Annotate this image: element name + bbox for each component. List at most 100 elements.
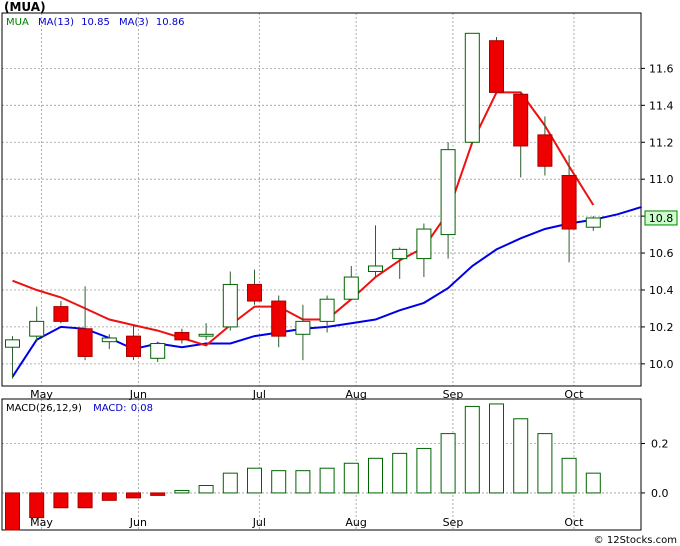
price-x-ticks: May Jun Jul Aug Sep Oct (30, 388, 584, 401)
candle-body-up (222, 283, 238, 328)
price-y-tick-label: 11.4 (649, 99, 674, 112)
candle-body-down (174, 331, 190, 341)
macd-bar (271, 470, 287, 494)
candle-body-down (77, 328, 93, 357)
candle-body-down (53, 306, 69, 322)
price-legend: MUA MA(13) 10.85 MA(3) 10.86 (6, 17, 184, 28)
macd-legend-value: 0.08 (131, 403, 153, 414)
macd-bar (343, 462, 359, 494)
candle (53, 301, 69, 324)
candle-body-down (561, 174, 577, 230)
candle (440, 142, 456, 259)
candle (222, 271, 238, 331)
candle-body-up (5, 339, 20, 348)
price-y-tick-label: 10.2 (649, 321, 674, 334)
candle (198, 323, 214, 340)
candle-body-down (489, 40, 504, 93)
candle-body-down (513, 93, 529, 147)
candle (101, 334, 117, 350)
price-grid (2, 13, 641, 386)
legend-ma13-label: MA(13) (38, 17, 74, 28)
candle-body-down (271, 300, 287, 337)
candle (295, 304, 311, 361)
candle-body-up (464, 32, 480, 143)
last-price-label: 10.8 (649, 212, 674, 225)
candle (464, 32, 480, 143)
macd-bar (416, 447, 432, 494)
macd-bar (489, 403, 504, 494)
macd-bar (53, 492, 69, 509)
legend-ma3-value: 10.86 (156, 17, 185, 28)
candle-body-down (537, 134, 553, 167)
candle-body-up (585, 217, 601, 228)
legend-symbol: MUA (6, 17, 29, 28)
candle-body-down (126, 335, 141, 357)
candle (150, 341, 166, 362)
macd-bar (440, 433, 456, 494)
legend-ma3-label: MA(3) (119, 17, 149, 28)
copyright: © 12Stocks.com (594, 535, 677, 546)
candle-body-up (150, 343, 166, 359)
candle (368, 225, 383, 278)
candle-body-down (247, 283, 262, 302)
candle-body-up (319, 298, 335, 322)
candle-body-up (29, 320, 45, 337)
macd-bar (126, 492, 141, 499)
macd-x-ticks: May Jun Jul Aug Sep Oct (30, 516, 584, 529)
macd-x-tick-label: Sep (443, 516, 464, 529)
price-y-tick-label: 11.0 (649, 173, 674, 186)
price-y-tick-label: 10.0 (649, 358, 674, 371)
macd-bar (295, 470, 311, 494)
candle (537, 116, 553, 176)
macd-bar (198, 485, 214, 494)
price-x-tick-label: Oct (564, 388, 584, 401)
price-x-tick-label: May (30, 388, 53, 401)
macd-x-tick-label: May (30, 516, 53, 529)
candle (319, 295, 335, 333)
macd-y-tick-label: 0.2 (651, 437, 669, 450)
price-y-tick-label: 10.4 (649, 284, 674, 297)
candle (513, 92, 529, 178)
macd-legend: MACD(26,12,9) MACD: 0.08 (6, 403, 153, 414)
candle (489, 37, 504, 93)
price-x-tick-label: Aug (345, 388, 366, 401)
candle (416, 223, 432, 278)
ma13-line (11, 205, 642, 378)
candle (585, 216, 601, 231)
price-y-tick-label: 11.2 (649, 136, 674, 149)
macd-y-tick-label: 0.0 (651, 487, 669, 500)
macd-bar (319, 467, 335, 494)
candle (247, 269, 262, 305)
macd-bar (150, 492, 166, 496)
macd-x-tick-label: Jul (252, 516, 266, 529)
candle-body-up (392, 248, 408, 260)
macd-bar (222, 472, 238, 494)
price-y-tick-label: 10.6 (649, 247, 674, 260)
legend-ma13-value: 10.85 (81, 17, 110, 28)
candle-body-up (368, 265, 383, 273)
price-x-tick-label: Jul (252, 388, 266, 401)
macd-bar (561, 457, 577, 494)
macd-x-tick-label: Aug (345, 516, 366, 529)
macd-bar (392, 452, 408, 494)
candle-body-up (295, 320, 311, 335)
candle (126, 325, 141, 361)
macd-bar (464, 405, 480, 494)
candle (343, 265, 359, 300)
candle-body-up (440, 149, 456, 236)
macd-legend-label: MACD: (93, 403, 126, 414)
macd-bars (5, 403, 601, 531)
ma13-layer (11, 205, 642, 378)
price-panel-frame (1, 12, 642, 387)
candle (77, 286, 93, 361)
macd-bar (174, 489, 190, 494)
macd-y-ticks: 0.0 0.2 (641, 437, 669, 500)
macd-bar (29, 492, 45, 519)
price-x-tick-label: Jun (129, 388, 147, 401)
macd-legend-title: MACD(26,12,9) (6, 403, 82, 414)
candle-body-up (198, 333, 214, 337)
macd-bar (537, 433, 553, 494)
macd-bar (513, 418, 529, 494)
macd-panel-frame (1, 398, 642, 531)
